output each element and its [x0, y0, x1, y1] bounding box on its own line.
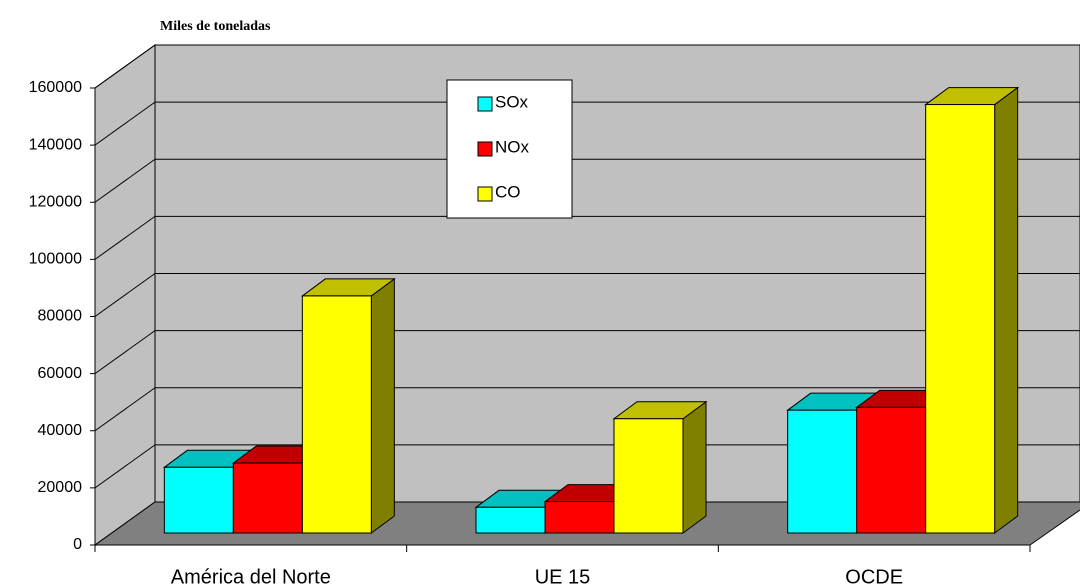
floor-edge	[1029, 509, 1080, 546]
legend-label: SOx	[495, 92, 529, 111]
y-tick-label: 20000	[38, 479, 83, 496]
y-tick-label: 160000	[29, 79, 82, 96]
y-tick-label: 60000	[38, 365, 83, 382]
chart-title: Miles de toneladas	[160, 19, 271, 34]
grid-line	[94, 44, 156, 89]
grid-line	[94, 330, 156, 375]
bar	[163, 466, 234, 534]
bar	[301, 295, 372, 534]
y-tick-label: 140000	[29, 136, 82, 153]
bar	[925, 104, 996, 534]
grid-line	[94, 444, 156, 489]
bar	[232, 462, 303, 534]
bar-side	[994, 86, 1019, 534]
legend-swatch	[477, 96, 493, 112]
grid-line	[94, 158, 156, 203]
legend-label: CO	[495, 182, 521, 201]
bar	[475, 506, 546, 534]
x-tick-label: OCDE	[845, 566, 903, 588]
grid-line	[94, 501, 156, 546]
grid-line	[94, 387, 156, 432]
legend-swatch	[477, 141, 493, 157]
y-tick-label: 80000	[38, 308, 83, 325]
grid-line	[94, 273, 156, 317]
bar-side	[682, 400, 707, 534]
y-tick-label: 120000	[29, 193, 82, 210]
x-tick-label: América del Norte	[171, 566, 331, 588]
legend-box	[446, 79, 573, 219]
y-tick-label: 100000	[29, 251, 82, 268]
y-tick-label: 40000	[38, 422, 83, 439]
x-tick-label: UE 15	[535, 566, 591, 588]
bar	[613, 418, 684, 534]
bar	[787, 409, 858, 534]
y-tick-label: 0	[73, 536, 82, 553]
legend-label: NOx	[495, 137, 530, 156]
bar	[544, 501, 615, 534]
bar	[856, 406, 927, 534]
bar-side	[370, 277, 395, 534]
grid-line	[94, 215, 156, 260]
grid-line	[94, 101, 156, 146]
legend-swatch	[477, 186, 493, 202]
